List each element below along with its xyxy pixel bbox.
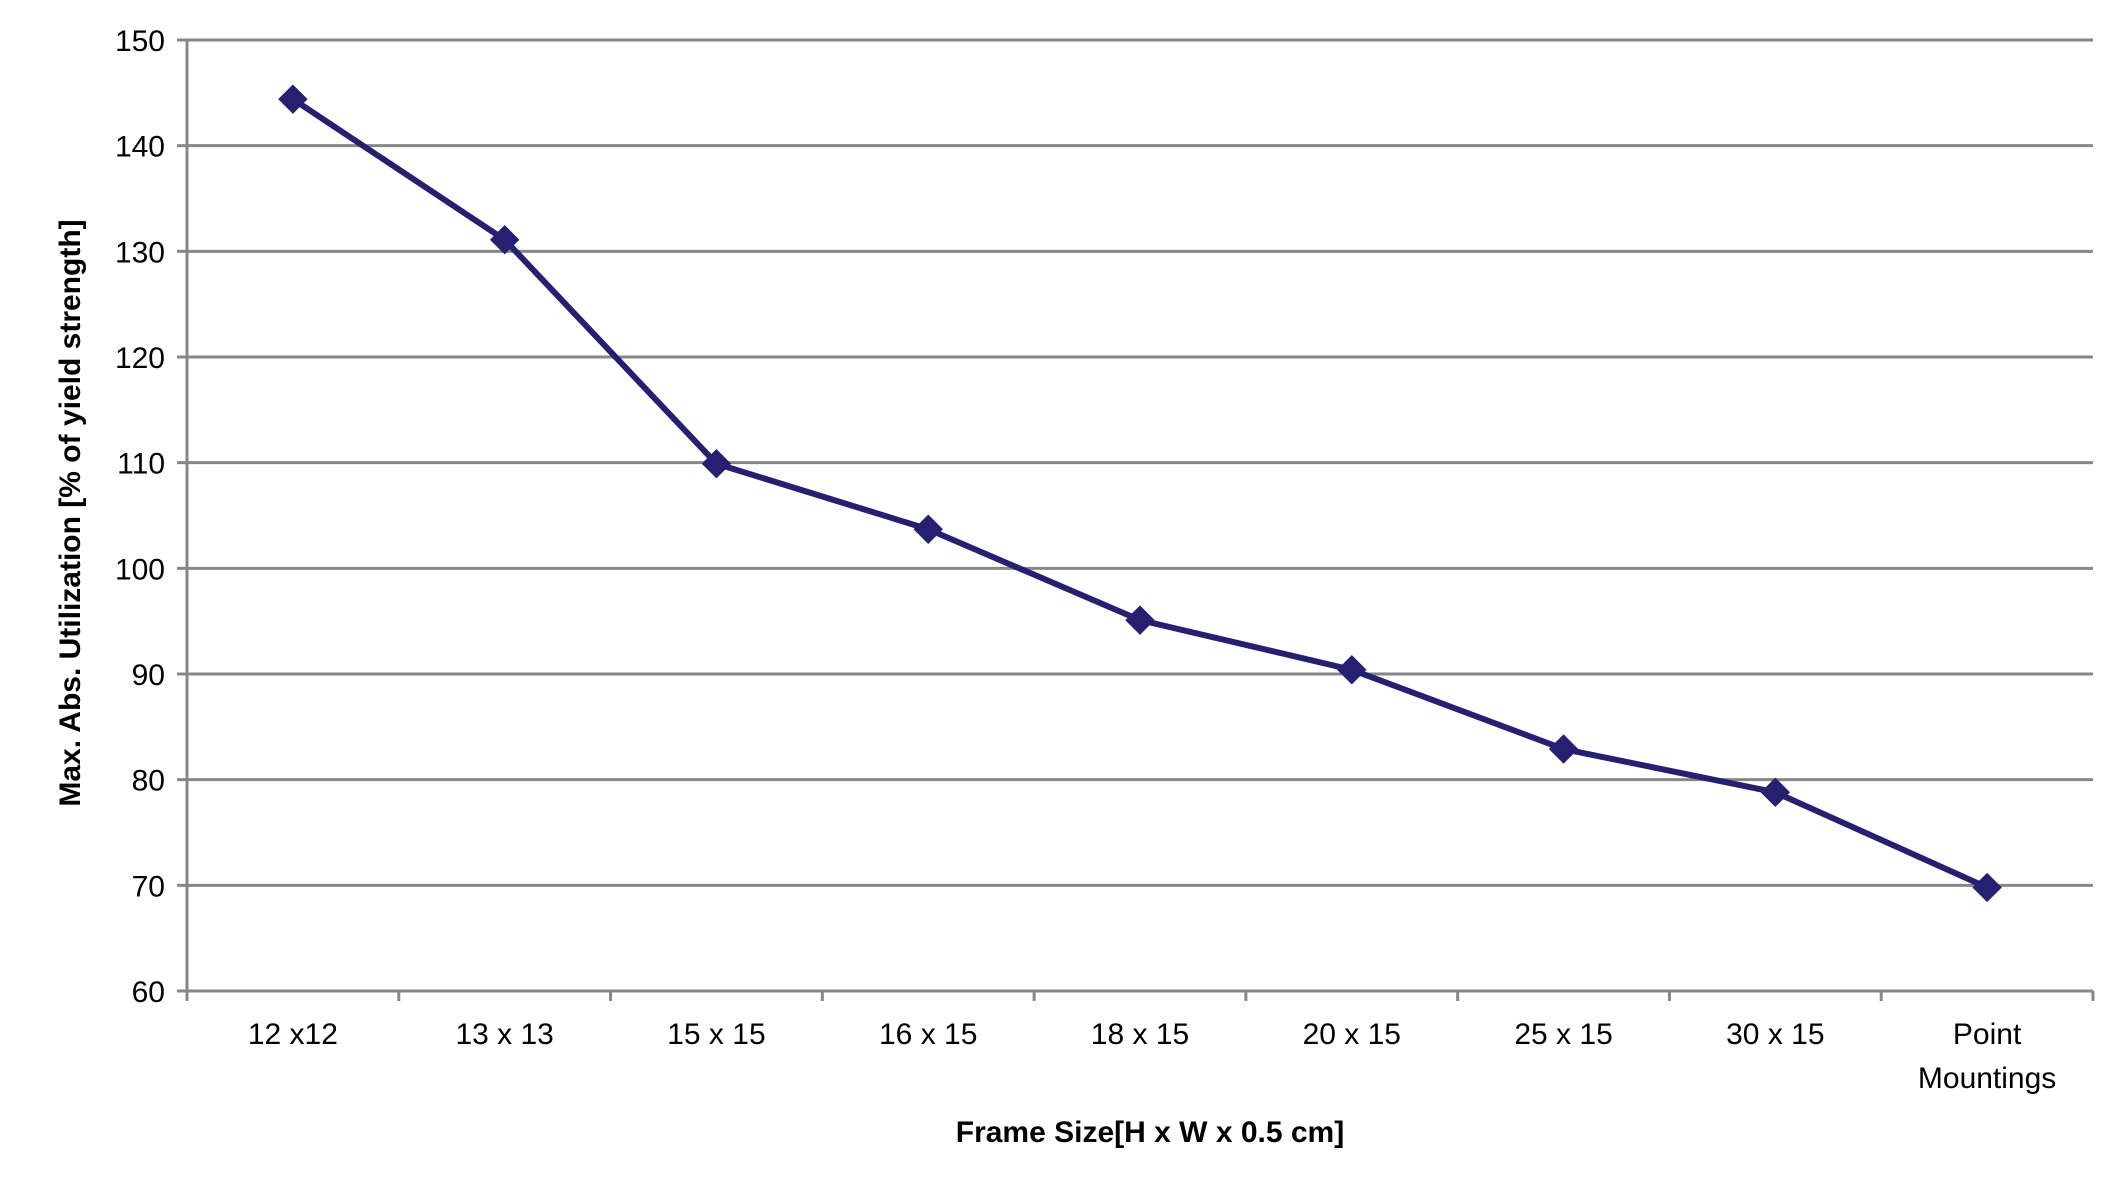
series-line [289,96,1991,891]
data-point [1548,734,1579,764]
y-tick-label: 80 [132,765,165,798]
y-axis-title: Max. Abs. Utilization [% of yield streng… [54,219,87,806]
x-tick-label: 20 x 15 [1303,1018,1401,1051]
x-tick-label: 30 x 15 [1726,1018,1824,1051]
x-tick-label: 13 x 13 [455,1018,553,1051]
x-tick-label: 15 x 15 [667,1018,765,1051]
x-axis-title: Frame Size[H x W x 0.5 cm] [956,1116,1344,1149]
data-point [489,225,520,255]
y-tick-label: 120 [115,342,165,375]
x-tick-label: 16 x 15 [879,1018,977,1051]
x-tick-label: Point Mountings [1918,1018,2056,1095]
series [278,84,2002,903]
x-tick-labels: 12 x12 13 x 13 15 x 15 16 x 15 18 x 15 20 x 1… [248,1018,2056,1095]
y-tick-label: 130 [115,236,165,269]
data-point [278,84,308,114]
data-point [913,514,943,544]
y-tick-label: 70 [132,870,165,903]
data-point [1125,605,1155,635]
x-tick-label: 25 x 15 [1514,1018,1612,1051]
y-tick-label: 110 [117,448,165,481]
y-tick-label: 140 [115,131,165,164]
data-point [701,449,732,479]
y-tick-label: 90 [132,659,165,692]
y-tick-label: 60 [132,976,165,1009]
y-tick-label: 150 [115,25,165,58]
data-point [1337,655,1367,685]
data-point [1972,872,2002,903]
x-tick-label: 12 x12 [248,1018,338,1051]
axes [177,38,2095,1001]
data-point [1760,777,1791,808]
gridlines [187,38,2093,887]
x-tick-label: 18 x 15 [1091,1018,1189,1051]
y-tick-label: 100 [115,553,165,586]
y-tick-labels: 60 70 80 90 100 110 120 130 140 150 [115,25,165,1009]
